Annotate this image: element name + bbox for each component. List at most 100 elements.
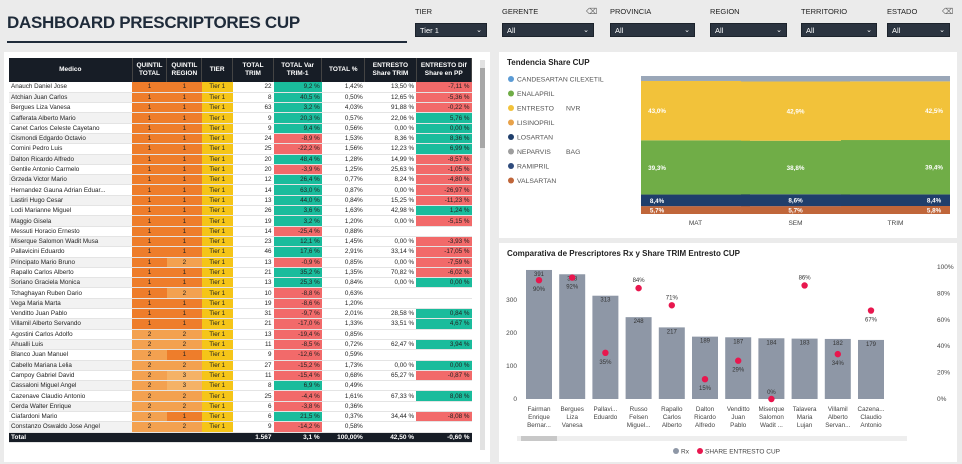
slicer-provincia[interactable]: PROVINCIA All ⌄ [610, 7, 695, 37]
table-row[interactable]: Gentile Antonio Carmelo 1 1 Tier 1 20 -3,9 % 1… [9, 164, 472, 176]
col-total-var-cell: -22,2 % [273, 143, 322, 155]
col-medico-cell: Principato Mario Bruno [9, 257, 133, 268]
trend-data-label: 8,4% [927, 198, 942, 205]
chevron-down-icon: ⌄ [939, 27, 945, 34]
table-row[interactable]: Cassaloni Miguel Angel 2 3 Tier 1 8 6,9 % 0,49… [9, 380, 472, 392]
col-quintil-region-header[interactable]: QUINTIL REGION [166, 58, 203, 82]
col-total-pct-header[interactable]: TOTAL % [321, 58, 366, 82]
table-row[interactable]: Cerda Walter Enrique 2 2 Tier 1 6 -3,8 % 0,36% [9, 401, 472, 413]
table-row[interactable]: Atchian Juan Carlos 1 1 Tier 1 8 40,5 % 0,50% 1… [9, 92, 472, 104]
col-quintil-total-cell: 1 [132, 287, 167, 299]
col-entresto-share-cell: 25,63 % [364, 164, 417, 176]
table-row[interactable]: Soriano Graciela Monica 1 1 Tier 1 13 25,3 % 0… [9, 277, 472, 289]
col-quintil-region-cell: 1 [166, 184, 202, 196]
slicer-tier-dropdown[interactable]: Tier 1 ⌄ [415, 23, 487, 37]
x-tick-label: Miguel... [627, 422, 651, 429]
table-row[interactable]: Maggio Gisela 1 1 Tier 1 19 3,2 % 1,20% 0,00 % -… [9, 215, 472, 227]
rx-bar [758, 338, 785, 399]
table-row[interactable]: Ahualli Luis 2 2 Tier 1 11 -8,5 % 0,72% 62,47 %… [9, 339, 472, 351]
x-tick-label: Servan... [825, 422, 850, 429]
table-row[interactable]: Lodi Marianne Miguel 1 1 Tier 1 26 3,6 % 1,63%… [9, 205, 472, 217]
table-row[interactable]: Blanco Juan Manuel 2 1 Tier 1 9 -12,6 % 0,59% [9, 349, 472, 361]
col-quintil-total-header[interactable]: QUINTIL TOTAL [132, 58, 168, 82]
trend-data-label: 5,8% [927, 207, 942, 214]
table-row[interactable]: Messuti Horacio Ernesto 1 1 Tier 1 14 -25,4 %… [9, 226, 472, 237]
table-row[interactable]: Campoy Gabriel David 2 3 Tier 1 11 -15,4 % 0,6… [9, 370, 472, 382]
table-row[interactable]: Ciafardoni Mario 2 1 Tier 1 6 21,5 % 0,37% 34,4… [9, 411, 472, 423]
col-quintil-region-cell: 1 [166, 318, 202, 330]
table-row[interactable]: Cafferata Alberto Mario 1 1 Tier 1 9 20,3 % 0,… [9, 112, 472, 124]
col-total-trim-cell: 6 [232, 401, 274, 413]
share-data-label: 84% [633, 278, 646, 284]
table-row[interactable]: Anauch Daniel Jose 1 1 Tier 1 22 9,2 % 1,42% 13… [9, 82, 472, 93]
slicer-gerente-dropdown[interactable]: All ⌄ [502, 23, 594, 37]
table-scrollbar[interactable] [480, 60, 485, 450]
table-row[interactable]: Grzeda Victor Mario 1 1 Tier 1 12 26,4 % 0,77%… [9, 174, 472, 186]
col-entresto-dif-header[interactable]: ENTRESTO Dif Share en PP [416, 58, 473, 82]
table-row[interactable]: Principato Mario Bruno 1 2 Tier 1 13 -0,9 % 0,… [9, 257, 472, 268]
slicer-tier[interactable]: TIER Tier 1 ⌄ [415, 7, 487, 37]
table-row[interactable]: Bergues Liza Vanesa 1 1 Tier 1 63 3,2 % 4,03% 9… [9, 102, 472, 114]
col-entresto-share-cell: 22,06 % [364, 112, 417, 124]
col-total-var-header[interactable]: TOTAL Var TRIM-1 [273, 58, 323, 82]
table-row[interactable]: Cabello Mariana Lelia 2 2 Tier 1 27 -15,2 % 1,… [9, 360, 472, 371]
col-entresto-share-cell: 42,98 % [364, 205, 417, 217]
col-total-trim-cell: 12 [232, 174, 274, 186]
table-row[interactable]: Vega Maria Marta 1 1 Tier 1 19 -8,6 % 1,20% [9, 298, 472, 310]
col-total-pct-cell: 0,58% [321, 421, 365, 433]
col-entresto-share-header[interactable]: ENTRESTO Share TRIM [364, 58, 417, 82]
col-total-trim-header[interactable]: TOTAL TRIM [232, 58, 275, 82]
table-scrollbar-thumb[interactable] [480, 68, 485, 148]
share-data-label: 67% [865, 318, 878, 324]
table-row[interactable]: Rapallo Carlos Alberto 1 1 Tier 1 21 35,2 % 1,… [9, 267, 472, 279]
col-tier-cell: Tier 1 [201, 349, 233, 361]
col-total-var-cell: -3,8 % [273, 401, 322, 413]
col-entresto-dif-cell: 8,08 % [416, 390, 472, 402]
table-row[interactable]: Agostini Carlos Adolfo 2 2 Tier 1 13 -19,4 % 0… [9, 329, 472, 340]
col-total-trim-cell: 19 [232, 215, 274, 227]
slicer-estado[interactable]: ESTADO ⌫ All ⌄ [887, 7, 954, 37]
legend-marker-candesartan-cilexetil [508, 76, 514, 82]
combo-chart-panel: Comparativa de Prescriptores Rx y Share … [499, 243, 957, 462]
col-tier-header[interactable]: TIER [201, 58, 234, 82]
combo-scrollbar [517, 436, 907, 441]
slicer-gerente[interactable]: GERENTE ⌫ All ⌄ [502, 7, 598, 37]
col-entresto-dif-cell: -6,02 % [416, 267, 472, 279]
col-entresto-dif-cell: -4,80 % [416, 174, 472, 186]
table-row[interactable]: Venditto Juan Pablo 1 1 Tier 1 31 -9,7 % 2,01%… [9, 308, 472, 320]
slicer-territorio[interactable]: TERRITORIO All ⌄ [801, 7, 877, 37]
table-row[interactable]: Villamil Alberto Servando 1 1 Tier 1 21 -17,0… [9, 318, 472, 330]
col-medico-header[interactable]: Medico [9, 58, 133, 82]
col-entresto-dif-cell: 0,84 % [416, 308, 472, 320]
table-row[interactable]: Pallavicini Eduardo 1 1 Tier 1 46 17,6 % 2,91%… [9, 246, 472, 258]
col-tier-cell: Tier 1 [201, 390, 233, 402]
rx-data-label: 217 [667, 329, 678, 335]
share-point [535, 277, 543, 284]
col-medico-cell: Atchian Juan Carlos [9, 92, 133, 104]
table-row[interactable]: Constanzo Oswaldo Jose Angel 2 2 Tier 1 9 -14… [9, 421, 472, 433]
table-row[interactable]: Comini Pedro Luis 1 1 Tier 1 25 -22,2 % 1,56% 1… [9, 143, 472, 155]
table-row[interactable]: Cismondi Edgardo Octavio 1 1 Tier 1 24 -8,9 %… [9, 133, 472, 145]
eraser-icon[interactable]: ⌫ [586, 7, 598, 16]
y-right-tick: 100% [937, 264, 954, 271]
table-row[interactable]: Dalton Ricardo Alfredo 1 1 Tier 1 20 48,4 % 1,… [9, 154, 472, 165]
table-row[interactable]: Canet Carlos Celeste Cayetano 1 1 Tier 1 9 9,… [9, 123, 472, 134]
col-total-trim-cell: 9 [232, 123, 274, 134]
slicer-estado-dropdown[interactable]: All ⌄ [887, 23, 950, 37]
slicer-region[interactable]: REGION All ⌄ [710, 7, 787, 37]
table-row[interactable]: Miserque Salomon Wadit Musa 1 1 Tier 1 23 12,… [9, 236, 472, 248]
slicer-provincia-dropdown[interactable]: All ⌄ [610, 23, 695, 37]
table-row[interactable]: Tchaghayan Ruben Dario 1 2 Tier 1 10 -8,8 % 0,… [9, 287, 472, 299]
col-total-var-cell: 3,2 % [273, 102, 322, 114]
col-tier-cell: Tier 1 [201, 360, 233, 371]
eraser-icon[interactable]: ⌫ [942, 7, 954, 16]
slicer-territorio-dropdown[interactable]: All ⌄ [801, 23, 877, 37]
col-total-var-cell: 35,2 % [273, 267, 322, 279]
col-medico-cell: Vega Maria Marta [9, 298, 133, 310]
slicer-region-dropdown[interactable]: All ⌄ [710, 23, 787, 37]
col-entresto-share-cell: 33,51 % [364, 318, 417, 330]
table-row[interactable]: Lastiri Hugo Cesar 1 1 Tier 1 13 44,0 % 0,84% 1… [9, 195, 472, 207]
table-row[interactable]: Cazenave Claudio Antonio 2 2 Tier 1 25 -4,4 %… [9, 390, 472, 402]
col-quintil-region-cell: 2 [166, 421, 202, 433]
